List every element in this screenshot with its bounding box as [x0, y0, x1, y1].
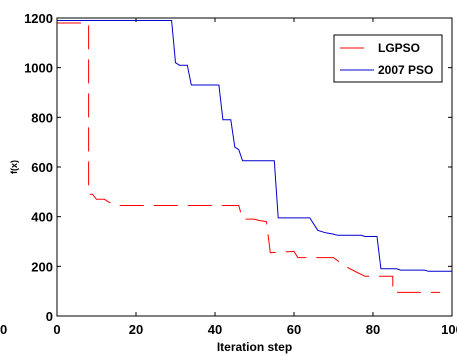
y-tick-label: 1200	[24, 11, 53, 26]
x-axis-label: Iteration step	[217, 340, 292, 354]
y-tick-label: 0	[46, 309, 53, 324]
x-left-edge-label: 0	[0, 322, 7, 337]
legend-label-2007-pso: 2007 PSO	[378, 63, 433, 77]
axis-ticks: 020406080100020040060080010001200	[24, 11, 457, 337]
x-tick-label: 100	[441, 322, 457, 337]
series-line-2007-pso	[57, 20, 452, 272]
x-tick-label: 20	[129, 322, 143, 337]
y-tick-label: 200	[31, 259, 53, 274]
legend-label-lgpso: LGPSO	[378, 41, 420, 55]
series-layer	[57, 20, 452, 293]
y-tick-label: 400	[31, 210, 53, 225]
x-tick-label: 0	[53, 322, 60, 337]
y-tick-label: 1000	[24, 61, 53, 76]
x-tick-label: 60	[287, 322, 301, 337]
x-tick-label: 40	[208, 322, 222, 337]
series-line-lgpso	[57, 22, 441, 293]
legend-box	[333, 34, 443, 83]
x-tick-label: 80	[366, 322, 380, 337]
legend: LGPSO 2007 PSO	[333, 34, 443, 83]
y-tick-label: 600	[31, 160, 53, 175]
y-axis-label: f(x)	[9, 160, 19, 174]
y-tick-label: 800	[31, 110, 53, 125]
